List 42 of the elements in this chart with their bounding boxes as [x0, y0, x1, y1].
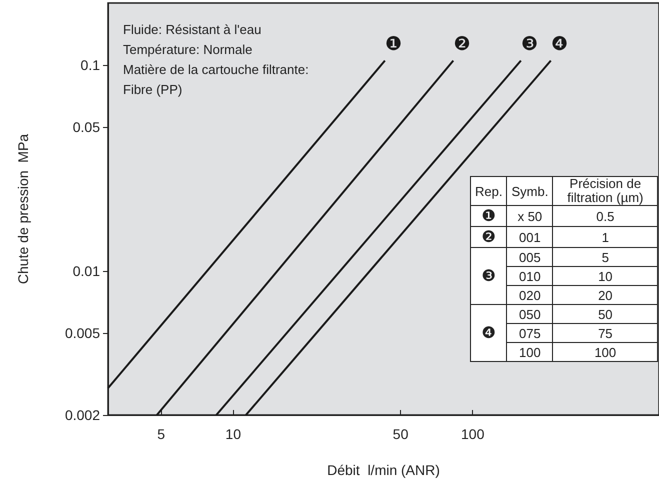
annotation: Précision de filtration (µm): [552, 176, 658, 206]
annotation: Matière de la cartouche filtrante:: [123, 61, 309, 79]
annotation: ❹: [470, 304, 507, 362]
annotation: 1: [552, 226, 658, 248]
series-label: ❹: [550, 34, 568, 56]
annotation: 010: [506, 266, 553, 286]
annotation: 050: [506, 304, 553, 324]
annotation: Fluide: Résistant à l'eau: [123, 21, 262, 39]
annotation: Fibre (PP): [123, 81, 184, 99]
series-label: ❸: [520, 34, 538, 56]
annotation: 075: [506, 324, 553, 342]
series-label: ❶: [384, 34, 402, 56]
annotation: 100: [506, 342, 553, 362]
annotation: 75: [552, 324, 658, 342]
annotation: ❷: [470, 226, 507, 248]
annotation: Température: Normale: [123, 41, 254, 59]
y-axis-title: Chute de pression MPa: [15, 134, 31, 284]
annotation: 020: [506, 286, 553, 304]
annotation: 10: [552, 266, 658, 286]
annotation: 100: [552, 342, 658, 362]
annotation: Rep.: [470, 176, 507, 206]
y-tick-label: 0.002: [64, 407, 100, 423]
x-tick-label: 5: [157, 426, 166, 442]
annotation: Symb.: [506, 176, 553, 206]
annotation: 50: [552, 304, 658, 324]
annotation: ❸: [470, 248, 507, 304]
annotation: x 50: [506, 206, 553, 226]
y-tick-label: 0.005: [64, 325, 100, 342]
x-tick-label: 50: [392, 426, 409, 442]
annotation: 0.5: [552, 206, 658, 226]
annotation: 20: [552, 286, 658, 304]
y-tick-label: 0.05: [72, 119, 100, 136]
x-tick-label: 10: [225, 426, 242, 442]
annotation: 001: [506, 226, 553, 248]
annotation: ❶: [470, 206, 507, 226]
annotation: 5: [552, 248, 658, 266]
series-label: ❷: [453, 34, 470, 56]
x-tick-label: 100: [460, 426, 485, 442]
y-tick-label: 0.1: [80, 57, 100, 74]
y-tick-label: 0.01: [72, 263, 100, 280]
annotation: 005: [506, 248, 553, 266]
x-axis-title: Débit l/min (ANR): [327, 462, 440, 478]
